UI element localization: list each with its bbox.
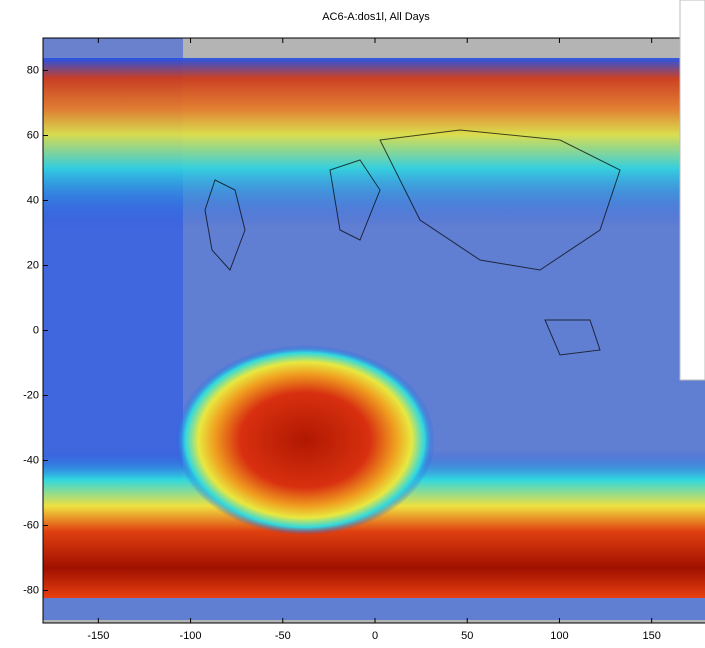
y-tick-label: -60 (23, 519, 39, 531)
y-tick-label: 60 (27, 129, 39, 141)
x-tick-label: 0 (372, 630, 378, 642)
north-band (43, 58, 705, 228)
x-tick-label: -150 (87, 630, 109, 642)
x-tick-label: 50 (461, 630, 473, 642)
x-tick-label: 100 (550, 630, 568, 642)
y-tick-label: 40 (27, 194, 39, 206)
south-atlantic-anomaly (175, 345, 435, 535)
map-area (43, 38, 705, 623)
x-tick-label: -50 (275, 630, 291, 642)
y-tick-label: -20 (23, 389, 39, 401)
y-tick-label: -80 (23, 584, 39, 596)
y-tick-label: -40 (23, 454, 39, 466)
x-tick-label: -100 (180, 630, 202, 642)
overlapping-window (680, 0, 705, 380)
chart: AC6-A:dos1l, All Days -150 -100 -50 0 50 100 1… (0, 0, 705, 648)
x-tick-label: 150 (642, 630, 660, 642)
y-tick-label: 80 (27, 64, 39, 76)
chart-title: AC6-A:dos1l, All Days (322, 11, 430, 23)
page: AC6-A:dos1l, All Days -150 -100 -50 0 50 100 1… (0, 0, 705, 648)
y-tick-label: 0 (33, 324, 39, 336)
y-tick-label: 20 (27, 259, 39, 271)
